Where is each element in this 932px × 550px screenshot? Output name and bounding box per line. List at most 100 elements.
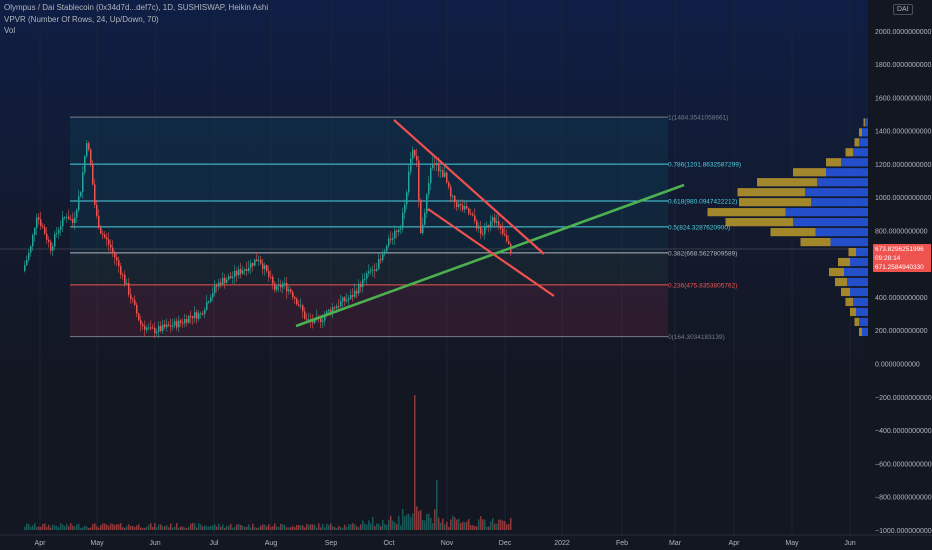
chart-title[interactable]: Olympus / Dai Stablecoin (0x34d7d...def7… (4, 3, 269, 12)
volume-bar (52, 524, 54, 530)
candle-body (32, 235, 34, 247)
candle-body (40, 219, 42, 226)
candle-body (224, 277, 226, 283)
volume-bar (318, 523, 320, 530)
candle-body (476, 220, 478, 229)
candle-body (58, 229, 60, 234)
volume-bar (436, 480, 438, 530)
volume-profile-bar-up (811, 198, 868, 207)
candle-body (434, 163, 436, 165)
volume-bar (332, 526, 334, 530)
volume-bar (34, 523, 36, 530)
volume-bar (344, 524, 346, 530)
volume-bar (264, 524, 266, 530)
volume-bar (428, 513, 430, 530)
candle-body (218, 282, 220, 287)
candle-body (146, 327, 148, 330)
volume-bar (498, 519, 500, 530)
volume-bar (496, 523, 498, 530)
volume-bar (104, 523, 106, 530)
volume-profile-bar-down (854, 138, 859, 147)
candle-body (166, 324, 168, 328)
candle-body (368, 271, 370, 274)
volume-bar (144, 527, 146, 530)
candle-body (164, 324, 166, 328)
volume-bar (94, 523, 96, 530)
volume-bar (460, 523, 462, 530)
candle-body (302, 305, 304, 312)
volume-bar (252, 523, 254, 530)
candle-body (386, 245, 388, 252)
volume-bar (160, 524, 162, 530)
volume-bar (106, 524, 108, 530)
volume-bar (272, 526, 274, 530)
candle-body (400, 228, 402, 230)
candle-body (226, 279, 228, 283)
candle-body (206, 301, 208, 310)
candle-body (214, 285, 216, 294)
volume-bar (56, 525, 58, 530)
volume-bar (354, 524, 356, 530)
currency-badge[interactable]: DAI (893, 4, 913, 15)
volume-bar (218, 523, 220, 530)
volume-profile-bar-up (817, 178, 868, 187)
volume-bar (140, 527, 142, 530)
fib-level-label: 0(164.3034183139) (668, 334, 725, 341)
candle-body (210, 297, 212, 302)
candle-body (102, 233, 104, 235)
candle-body (184, 319, 186, 324)
candle-body (290, 289, 292, 292)
indicator-vpvr-label[interactable]: VPVR (Number Of Rows, 24, Up/Down, 70) (4, 15, 159, 24)
volume-profile-bar-down (800, 238, 831, 247)
candle-body (470, 213, 472, 215)
candle-body (60, 226, 62, 230)
candle-body (144, 326, 146, 330)
volume-bar (340, 527, 342, 530)
volume-bar (110, 523, 112, 530)
candle-body (458, 204, 460, 207)
volume-bar (506, 524, 508, 530)
volume-bar (192, 523, 194, 530)
volume-bar (120, 523, 122, 530)
candle-body (256, 259, 258, 261)
candle-body (98, 215, 100, 228)
volume-bar (202, 526, 204, 530)
candle-body (440, 170, 442, 172)
candle-body (240, 269, 242, 274)
volume-bar (486, 526, 488, 530)
volume-bar (234, 526, 236, 530)
fib-zone (70, 117, 668, 165)
candle-body (232, 276, 234, 278)
volume-bar (244, 526, 246, 530)
candle-body (142, 324, 144, 327)
candle-body (254, 259, 256, 266)
candle-body (292, 291, 294, 298)
volume-bar (80, 527, 82, 530)
candle-body (262, 263, 264, 270)
candle-body (506, 235, 508, 241)
volume-bar (146, 526, 148, 530)
candle-body (374, 269, 376, 271)
volume-bar (142, 527, 144, 530)
x-axis-tick-label: Aug (265, 540, 278, 547)
candle-body (148, 327, 150, 329)
volume-bar (186, 527, 188, 530)
volume-bar (310, 524, 312, 530)
candle-body (228, 276, 230, 280)
candle-body (298, 304, 300, 306)
y-axis-tick-label: −400.0000000000 (875, 428, 932, 435)
volume-bar (480, 516, 482, 530)
x-axis-tick-label: Jun (844, 540, 855, 547)
candle-body (328, 309, 330, 312)
candle-body (170, 325, 172, 327)
volume-bar (402, 508, 404, 530)
volume-bar (388, 519, 390, 530)
volume-bar (200, 524, 202, 530)
indicator-volume-label[interactable]: Vol (4, 26, 16, 35)
current-price-tag-label: 673.8296251996 (875, 246, 924, 253)
candle-body (402, 212, 404, 229)
volume-bar (470, 525, 472, 530)
candle-body (86, 143, 88, 157)
volume-bar (170, 523, 172, 530)
